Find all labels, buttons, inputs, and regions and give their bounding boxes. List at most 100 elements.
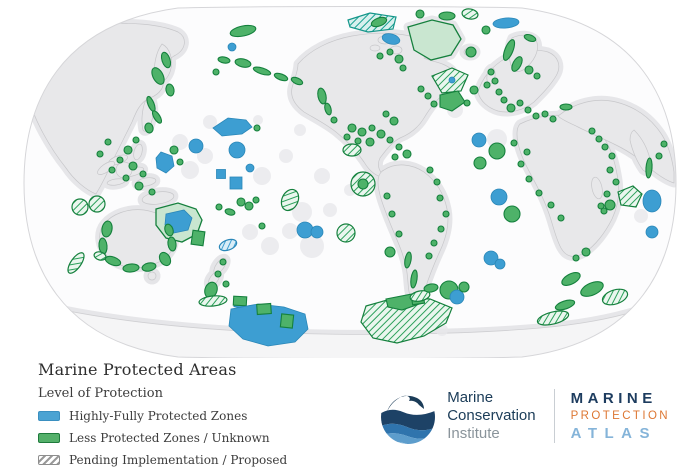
mpa-marker (188, 138, 204, 154)
mpa-marker (236, 197, 246, 207)
mpa-markers-layer (67, 8, 668, 347)
mpa-marker (433, 178, 441, 186)
mpa-marker (323, 203, 337, 217)
mpa-marker (492, 17, 520, 29)
mpa-marker (603, 190, 611, 198)
mpa-marker (88, 195, 106, 213)
mpa-marker (430, 100, 438, 108)
mpa-marker (139, 170, 147, 178)
logo-divider (553, 389, 555, 443)
mpa-marker (256, 302, 272, 316)
mpa-marker (660, 140, 668, 148)
mpa-marker (511, 56, 523, 72)
mpa-marker (439, 90, 466, 112)
mpa-marker (158, 251, 172, 267)
mpa-marker (597, 202, 605, 210)
mpa-marker (549, 115, 557, 123)
mpa-marker (232, 295, 248, 307)
mpa-marker (181, 161, 199, 179)
mpa-marker (155, 151, 175, 174)
mpa-marker (234, 58, 252, 68)
marine-protection-atlas-logo[interactable]: MARINE PROTECTION ATLAS (571, 390, 670, 442)
mpa-marker (554, 299, 576, 311)
mpa-marker (176, 158, 184, 166)
mpa-marker (547, 201, 555, 209)
mpa-marker (144, 122, 154, 134)
mpa-marker (469, 85, 479, 95)
mpa-marker (141, 262, 157, 272)
mpa-marker (214, 270, 222, 278)
mpa-marker (104, 138, 112, 146)
mpa-marker (386, 136, 394, 144)
mpa-marker (212, 68, 220, 76)
mpa-marker (494, 258, 506, 270)
mpa-marker (151, 67, 165, 85)
mpatlas-line3: ATLAS (570, 425, 657, 442)
mpa-marker (487, 68, 495, 76)
mpa-marker (151, 110, 163, 124)
mpa-marker (500, 96, 508, 104)
mpa-marker (258, 222, 266, 230)
mpa-marker (461, 8, 479, 20)
mpa-marker (430, 239, 438, 247)
mpa-marker (122, 174, 130, 182)
world-map-container (23, 6, 677, 359)
mpa-marker (282, 223, 298, 239)
mpa-marker (167, 236, 177, 252)
mpa-marker (96, 150, 104, 158)
mpa-marker (487, 129, 507, 149)
mpa-marker (510, 139, 518, 147)
marine-conservation-institute-logo[interactable]: Marine Conservation Institute (379, 386, 536, 446)
mpa-marker (261, 237, 279, 255)
mpa-marker (368, 124, 376, 132)
mpa-marker (394, 54, 404, 64)
mci-dolphin-wave-icon (381, 390, 436, 444)
mpa-marker (458, 281, 470, 293)
mpa-marker (517, 160, 525, 168)
mpa-marker (642, 189, 662, 213)
mpa-marker (116, 156, 124, 164)
mpa-marker (314, 168, 330, 184)
mpa-marker (502, 39, 516, 61)
mpa-marker (424, 92, 432, 100)
mpa-marker (388, 210, 396, 218)
mpa-marker (381, 33, 401, 45)
mpa-marker (536, 310, 570, 326)
mpa-marker (525, 175, 533, 183)
mpa-marker (503, 205, 521, 223)
mpa-marker (242, 224, 258, 240)
mci-line3: Institute (447, 425, 500, 442)
mpa-marker (357, 127, 367, 137)
mpa-marker (386, 48, 394, 56)
mpa-marker (280, 188, 300, 212)
mpa-marker (524, 106, 532, 114)
mpa-marker (382, 110, 390, 118)
mpa-marker (227, 42, 237, 52)
mpa-marker (532, 112, 540, 120)
mpa-marker (399, 64, 407, 72)
mpa-marker (655, 152, 663, 160)
mpa-marker (228, 141, 246, 159)
mpa-marker (601, 288, 629, 306)
mpa-marker (524, 65, 534, 75)
legend-label: Less Protected Zones / Unknown (69, 431, 270, 445)
world-map (23, 6, 677, 359)
legend-item-less-protected: Less Protected Zones / Unknown (38, 431, 287, 445)
mpa-marker (190, 229, 206, 247)
mpa-marker (376, 52, 384, 60)
mpa-marker (541, 110, 549, 118)
mci-line2: Conservation (447, 407, 536, 424)
mpa-marker (634, 209, 648, 223)
mpatlas-line2: PROTECTION (570, 410, 670, 422)
hatch-swatch-icon (38, 455, 60, 465)
mpa-marker (495, 88, 503, 96)
mpa-marker (253, 115, 263, 125)
mpa-marker (481, 25, 491, 35)
mpa-marker (449, 289, 465, 305)
mpa-marker (601, 143, 609, 151)
mpa-marker (426, 166, 434, 174)
mpa-marker (645, 225, 659, 239)
mpa-marker (164, 223, 174, 237)
mpa-marker (415, 9, 425, 19)
mpa-marker (279, 149, 293, 163)
